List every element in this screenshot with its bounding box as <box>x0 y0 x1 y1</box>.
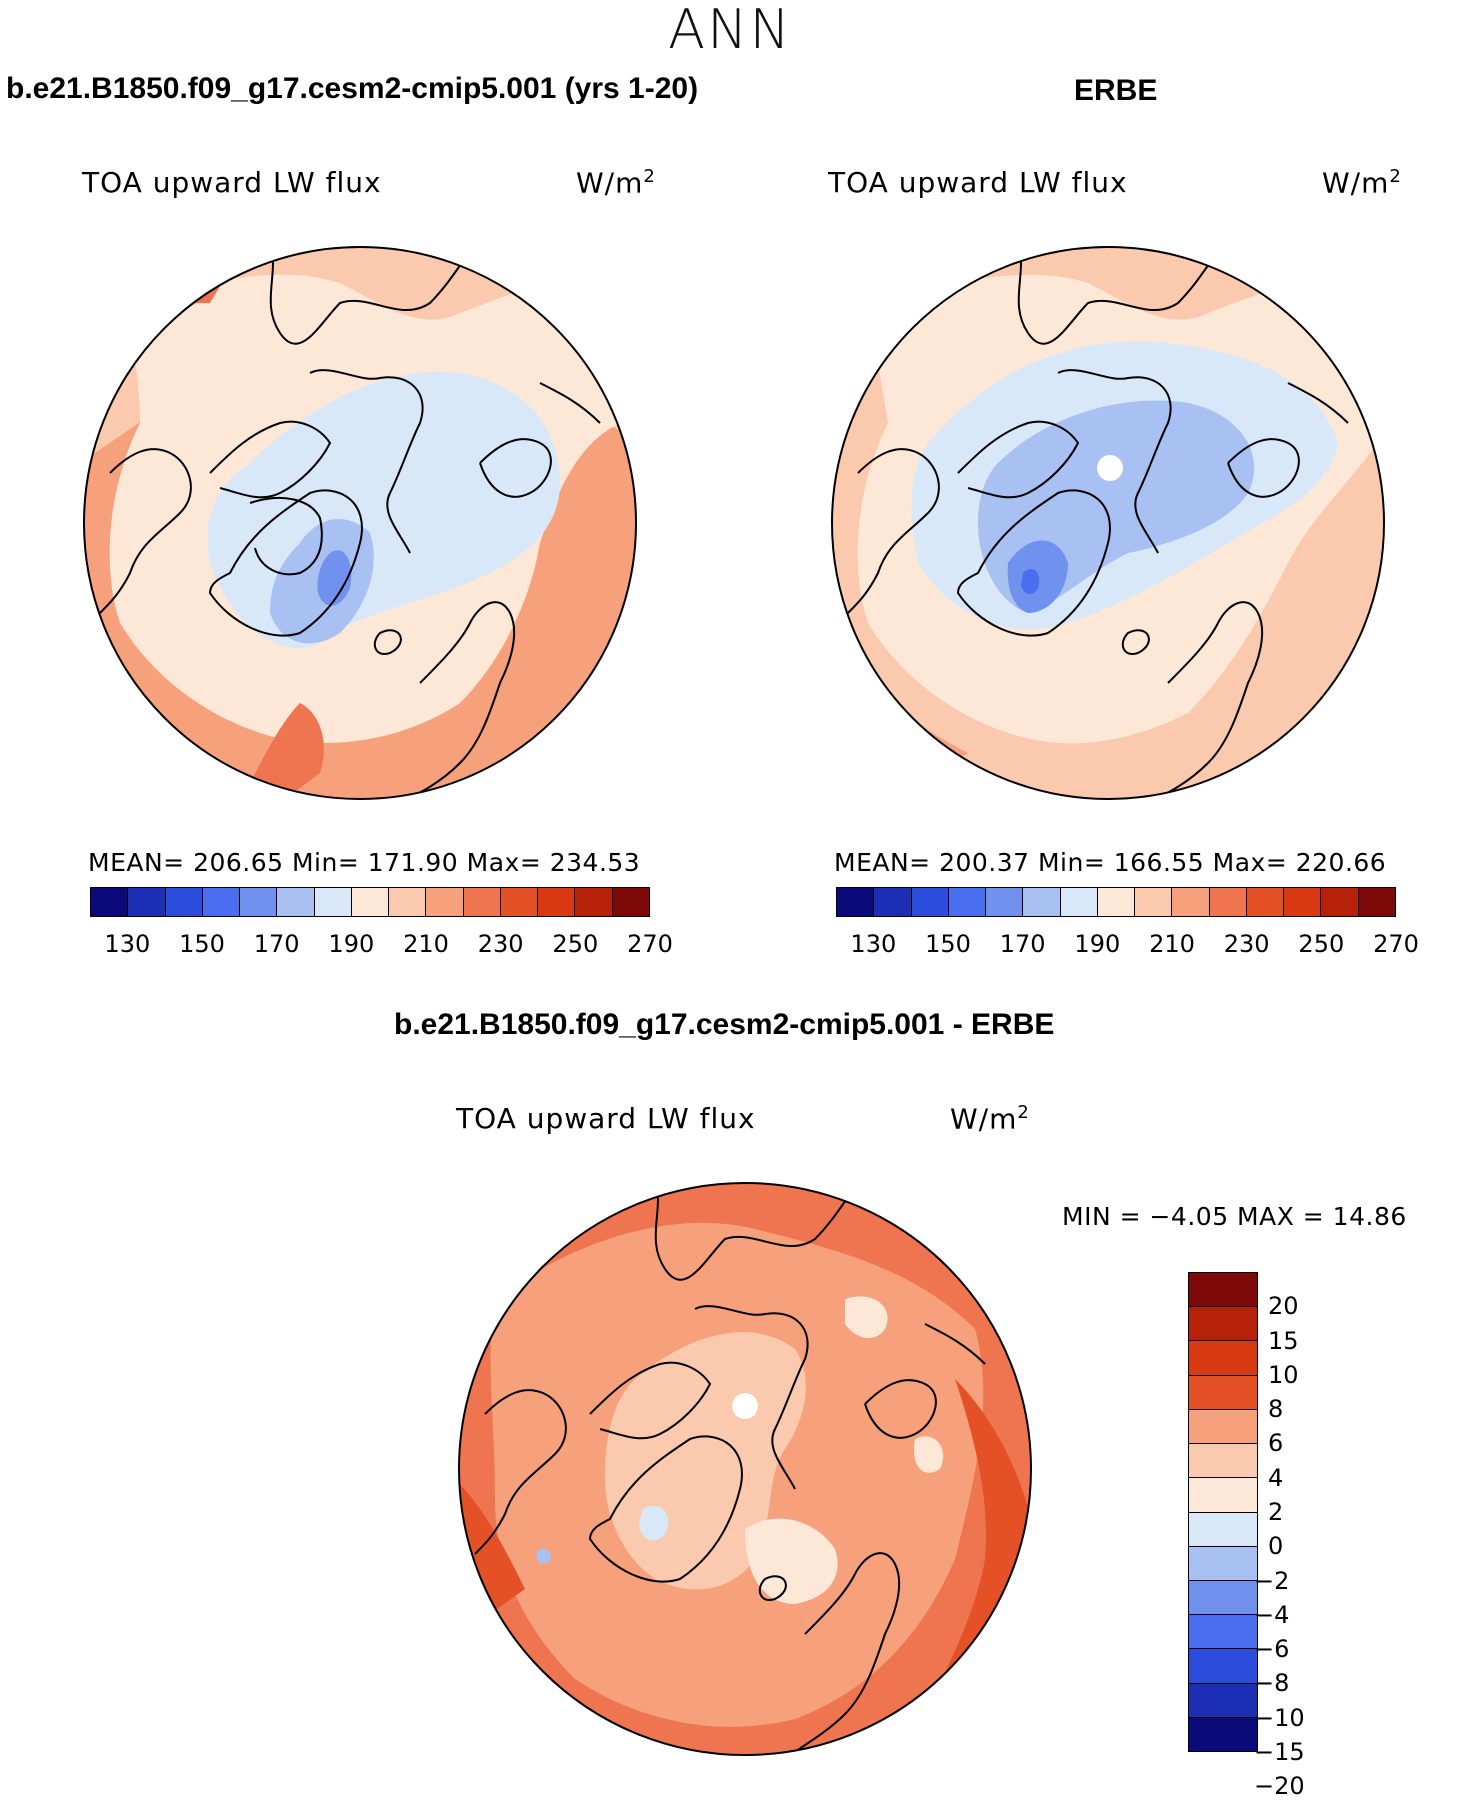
colorbar-swatch <box>463 888 501 916</box>
colorbar-tick-label: 130 <box>850 930 897 958</box>
colorbar-tick-label: 210 <box>1149 930 1195 958</box>
obs-units-label: W/m2 <box>1322 166 1402 200</box>
colorbar-tick-label: 250 <box>552 930 599 958</box>
colorbar-tick-label: 150 <box>179 930 225 958</box>
model-case-title: b.e21.B1850.f09_g17.cesm2-cmip5.001 (yrs… <box>6 72 699 105</box>
colorbar-tick-label: 0 <box>1268 1532 1284 1561</box>
colorbar-tick-label: −20 <box>1254 1772 1305 1800</box>
colorbar-swatch <box>1358 888 1395 916</box>
colorbar-swatch <box>911 888 949 916</box>
diff-units-label: W/m2 <box>950 1102 1030 1136</box>
colorbar-tick-label: 270 <box>627 930 673 958</box>
colorbar-swatch <box>1189 1717 1257 1752</box>
colorbar-swatch <box>948 888 987 916</box>
colorbar-swatch <box>1023 888 1061 916</box>
colorbar-swatch <box>1189 1444 1257 1479</box>
diff-case-title: b.e21.B1850.f09_g17.cesm2-cmip5.001 - ER… <box>394 1008 1055 1041</box>
diff-colorbar-ticks: 20 15 10 8 6 4 2 0 −2 −4 −6 −8 −10 −15 −20 <box>1254 1272 1388 1800</box>
colorbar-tick-label: 210 <box>403 930 449 958</box>
colorbar-tick-label: 15 <box>1268 1326 1299 1355</box>
colorbar-tick-label: 150 <box>925 930 971 958</box>
colorbar-swatch <box>575 888 613 916</box>
colorbar-swatch <box>1060 888 1098 916</box>
colorbar-swatch <box>128 888 166 916</box>
colorbar-tick-label: −2 <box>1254 1566 1290 1595</box>
colorbar-swatch <box>1189 1307 1257 1342</box>
colorbar-swatch <box>314 888 352 916</box>
colorbar-tick-label: −4 <box>1254 1600 1290 1629</box>
model-variable-label: TOA upward LW flux <box>82 166 382 199</box>
colorbar-swatch <box>986 888 1024 916</box>
colorbar-swatch <box>1097 888 1136 916</box>
colorbar-tick-label: 230 <box>1223 930 1270 958</box>
colorbar-tick-label: 190 <box>328 930 375 958</box>
colorbar-swatch <box>389 888 427 916</box>
colorbar-swatch <box>1189 1683 1257 1718</box>
colorbar-swatch <box>1189 1512 1257 1547</box>
colorbar-swatch <box>1284 888 1322 916</box>
colorbar-swatch <box>202 888 241 916</box>
colorbar-tick-label: 4 <box>1268 1463 1284 1492</box>
diff-stats: MIN = −4.05 MAX = 14.86 <box>1062 1202 1407 1231</box>
colorbar-swatch <box>91 888 129 916</box>
colorbar-swatch <box>1246 888 1285 916</box>
colorbar-tick-label: 10 <box>1268 1360 1299 1389</box>
colorbar-swatch <box>165 888 203 916</box>
colorbar-swatch <box>351 888 390 916</box>
colorbar-swatch <box>1189 1546 1257 1581</box>
colorbar-tick-label: 190 <box>1074 930 1121 958</box>
colorbar-swatch <box>1135 888 1173 916</box>
colorbar-swatch <box>1172 888 1210 916</box>
colorbar-swatch <box>1321 888 1359 916</box>
model-units-label: W/m2 <box>576 166 656 200</box>
colorbar-swatch <box>240 888 278 916</box>
colorbar-tick-label: 270 <box>1373 930 1419 958</box>
colorbar-tick-label: 130 <box>104 930 151 958</box>
obs-colorbar-ticks: 130 150 170 190 210 230 250 270 <box>836 930 1418 960</box>
colorbar-swatch <box>500 888 539 916</box>
colorbar-swatch <box>1189 1580 1257 1616</box>
obs-case-title: ERBE <box>1074 74 1158 107</box>
obs-stats: MEAN= 200.37 Min= 166.55 Max= 220.66 <box>834 848 1387 877</box>
diff-polar-map <box>458 1182 1032 1756</box>
colorbar-tick-label: 250 <box>1298 930 1345 958</box>
colorbar-tick-label: 170 <box>253 930 300 958</box>
colorbar-swatch <box>1189 1273 1257 1308</box>
colorbar-tick-label: −15 <box>1254 1738 1305 1766</box>
colorbar-tick-label: −10 <box>1254 1703 1305 1732</box>
model-colorbar <box>90 887 650 917</box>
obs-variable-label: TOA upward LW flux <box>828 166 1128 199</box>
colorbar-tick-label: −6 <box>1254 1635 1290 1664</box>
obs-colorbar <box>836 887 1396 917</box>
colorbar-swatch <box>426 888 464 916</box>
figure-title: ANN <box>668 0 792 61</box>
colorbar-tick-label: 20 <box>1268 1292 1299 1321</box>
colorbar-tick-label: 2 <box>1268 1498 1284 1526</box>
model-polar-map <box>83 246 637 800</box>
colorbar-swatch <box>277 888 315 916</box>
colorbar-swatch <box>1189 1341 1257 1376</box>
colorbar-swatch <box>1189 1375 1257 1410</box>
colorbar-tick-label: 8 <box>1268 1395 1284 1424</box>
colorbar-swatch <box>1189 1649 1257 1684</box>
colorbar-swatch <box>538 888 576 916</box>
colorbar-tick-label: 170 <box>999 930 1046 958</box>
model-stats: MEAN= 206.65 Min= 171.90 Max= 234.53 <box>88 848 641 877</box>
diff-variable-label: TOA upward LW flux <box>456 1102 756 1135</box>
colorbar-tick-label: −8 <box>1254 1669 1290 1698</box>
colorbar-tick-label: 230 <box>477 930 524 958</box>
model-colorbar-ticks: 130 150 170 190 210 230 250 270 <box>90 930 672 960</box>
colorbar-swatch <box>612 888 649 916</box>
colorbar-swatch <box>1189 1409 1257 1445</box>
colorbar-swatch <box>1189 1478 1257 1513</box>
colorbar-tick-label: 6 <box>1268 1429 1284 1458</box>
colorbar-swatch <box>1189 1615 1257 1650</box>
diff-colorbar <box>1188 1272 1258 1752</box>
obs-polar-map <box>831 246 1385 800</box>
colorbar-swatch <box>874 888 912 916</box>
colorbar-swatch <box>1209 888 1247 916</box>
colorbar-swatch <box>837 888 875 916</box>
